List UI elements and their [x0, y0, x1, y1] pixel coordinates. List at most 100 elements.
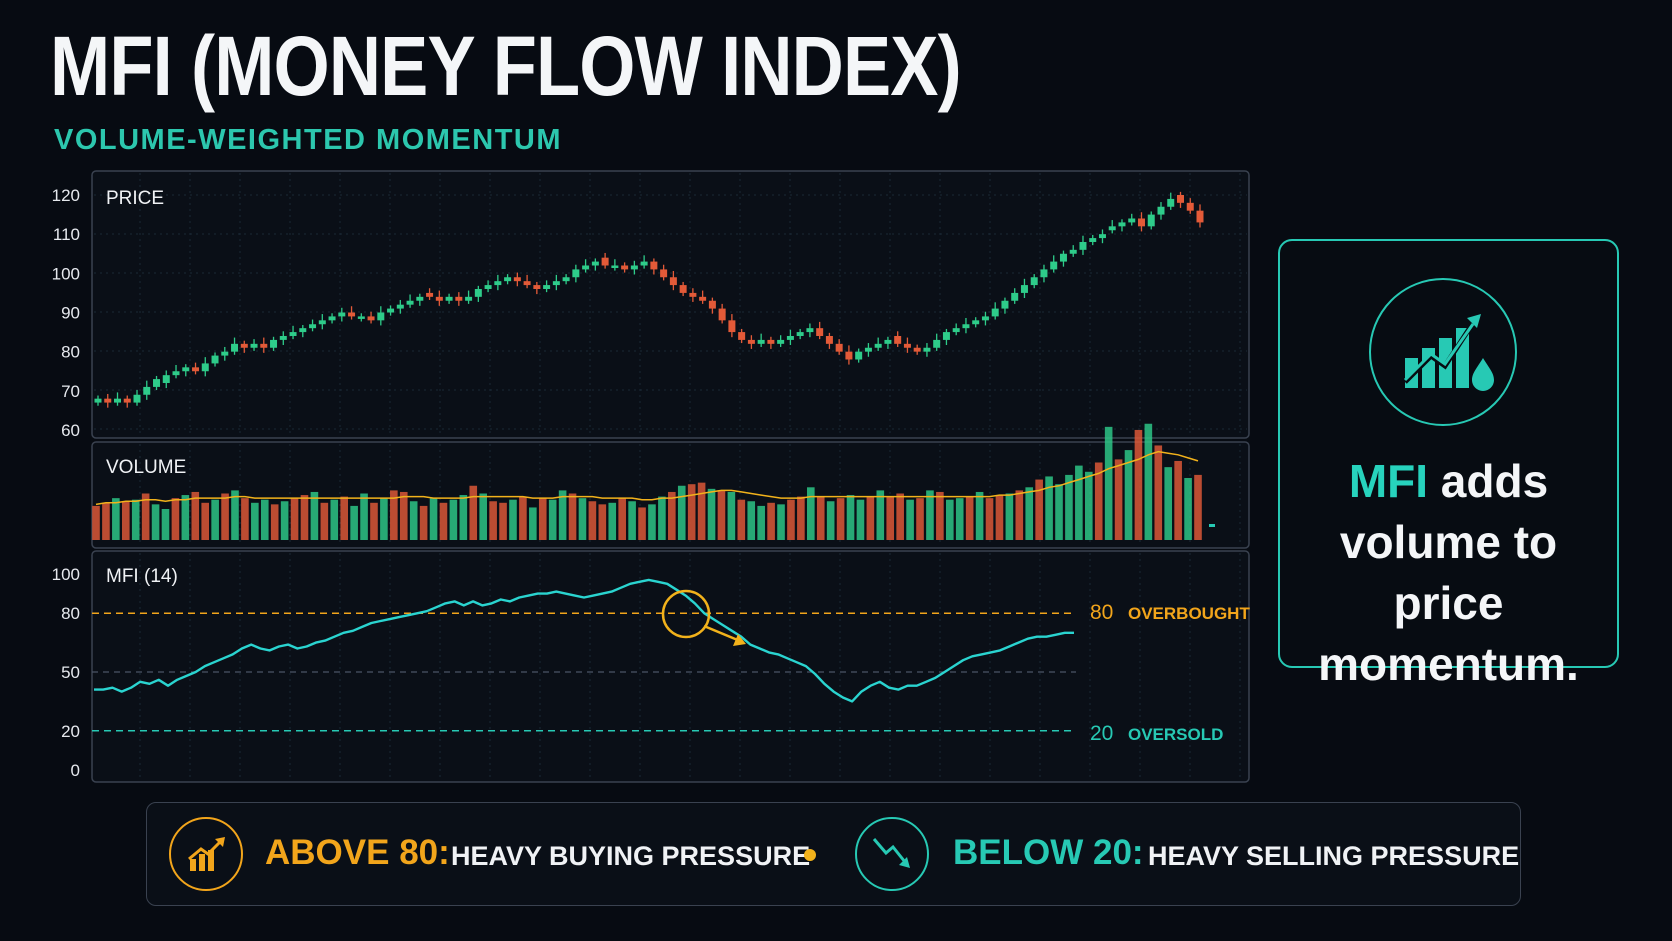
- volume-bar: [519, 496, 527, 540]
- volume-bar: [548, 499, 557, 540]
- candle-body: [933, 339, 941, 348]
- candle-body: [689, 292, 697, 297]
- candle-body: [445, 296, 453, 301]
- volume-bar: [241, 498, 249, 540]
- volume-bar: [509, 499, 517, 540]
- candle-body: [289, 332, 297, 336]
- candle-body: [718, 308, 726, 321]
- volume-bar: [409, 501, 418, 540]
- volume-bar: [1075, 465, 1083, 540]
- above-80-description: HEAVY BUYING PRESSURE: [451, 841, 811, 871]
- candle-body: [972, 320, 980, 325]
- candle-body: [1147, 214, 1155, 227]
- overbought-label: OVERBOUGHT: [1128, 604, 1250, 623]
- candle-body: [1011, 292, 1019, 301]
- candle-body: [1137, 218, 1145, 227]
- info-line-3: price momentum.: [1318, 577, 1579, 690]
- volume-bar: [677, 485, 686, 540]
- volume-bar: [995, 495, 1004, 540]
- price-tick-label: 110: [53, 225, 80, 244]
- volume-bar: [221, 493, 229, 540]
- volume-bar: [320, 502, 329, 540]
- info-highlight: MFI: [1348, 455, 1429, 507]
- candle-body: [494, 281, 502, 286]
- info-line-1: adds: [1428, 455, 1549, 507]
- candle-body: [133, 394, 141, 403]
- candle-body: [630, 265, 638, 270]
- price-tick-label: 100: [52, 264, 80, 283]
- volume-bar: [131, 499, 140, 540]
- candle-body: [182, 367, 190, 372]
- volume-bar: [598, 504, 607, 540]
- candle-body: [962, 324, 970, 329]
- candle-body: [114, 398, 122, 403]
- volume-bar: [687, 484, 696, 540]
- volume-bar: [102, 502, 110, 540]
- separator-dot: [804, 849, 816, 861]
- volume-bar: [628, 501, 636, 540]
- volume-bar: [1144, 423, 1153, 540]
- volume-bar: [866, 496, 875, 540]
- volume-bar: [201, 502, 210, 540]
- volume-bar: [707, 488, 716, 540]
- trend-up-icon: [169, 817, 243, 891]
- chart-drop-icon-graphic: [1403, 314, 1494, 391]
- volume-bar: [1114, 459, 1123, 540]
- candle-body: [874, 343, 882, 348]
- volume-bar: [558, 490, 567, 540]
- candle-body: [913, 347, 921, 352]
- volume-bar: [807, 487, 815, 540]
- candle-body: [123, 398, 131, 403]
- volume-bar: [856, 499, 865, 540]
- volume-series: [92, 423, 1202, 540]
- legend-bar: ABOVE 80: HEAVY BUYING PRESSURE BELOW 20…: [146, 802, 1521, 906]
- mfi-panel-label: MFI (14): [106, 566, 178, 587]
- candle-body: [835, 343, 843, 352]
- candle-body: [816, 328, 824, 336]
- candle-body: [240, 343, 248, 348]
- candle-body: [777, 339, 785, 344]
- volume-bar: [578, 498, 587, 540]
- mfi-line: [94, 578, 1074, 703]
- candle-body: [903, 343, 911, 348]
- candle-body: [981, 316, 989, 321]
- volume-bar: [1025, 487, 1034, 540]
- volume-bar: [191, 491, 200, 540]
- volume-bar: [529, 507, 537, 540]
- page-subtitle: VOLUME-WEIGHTED MOMENTUM: [54, 124, 563, 156]
- volume-bar: [936, 491, 944, 540]
- price-tick-label: 80: [61, 343, 80, 362]
- volume-marker: [1209, 524, 1215, 527]
- candle-body: [1089, 238, 1097, 242]
- volume-bar: [121, 501, 130, 540]
- candle-body: [679, 285, 687, 293]
- volume-bar: [886, 496, 895, 540]
- candle-body: [416, 296, 424, 301]
- mfi-panel: [91, 550, 1250, 783]
- crossover-highlight-circle: [661, 589, 711, 639]
- candle-body: [952, 328, 960, 333]
- volume-bar: [737, 499, 746, 540]
- volume-bar: [479, 493, 487, 540]
- candle-body: [504, 277, 512, 282]
- candle-body: [621, 265, 629, 270]
- candle-body: [1001, 300, 1009, 309]
- volume-bar: [280, 501, 289, 540]
- volume-bar: [310, 491, 319, 540]
- below-20-key: BELOW 20:: [953, 833, 1144, 872]
- candle-body: [1050, 261, 1058, 270]
- price-axis: 60 70 80 90 100 110 120: [52, 186, 80, 440]
- volume-bar: [846, 495, 855, 540]
- candle-body: [465, 296, 473, 301]
- volume-bar: [618, 498, 626, 540]
- candle-body: [318, 320, 326, 325]
- candle-body: [991, 308, 999, 317]
- candle-body: [523, 281, 531, 286]
- candle-body: [377, 312, 385, 321]
- candle-body: [864, 347, 872, 352]
- volume-bar: [955, 498, 964, 540]
- price-panel-label: PRICE: [106, 188, 164, 209]
- candle-body: [387, 308, 395, 313]
- candle-body: [562, 277, 570, 282]
